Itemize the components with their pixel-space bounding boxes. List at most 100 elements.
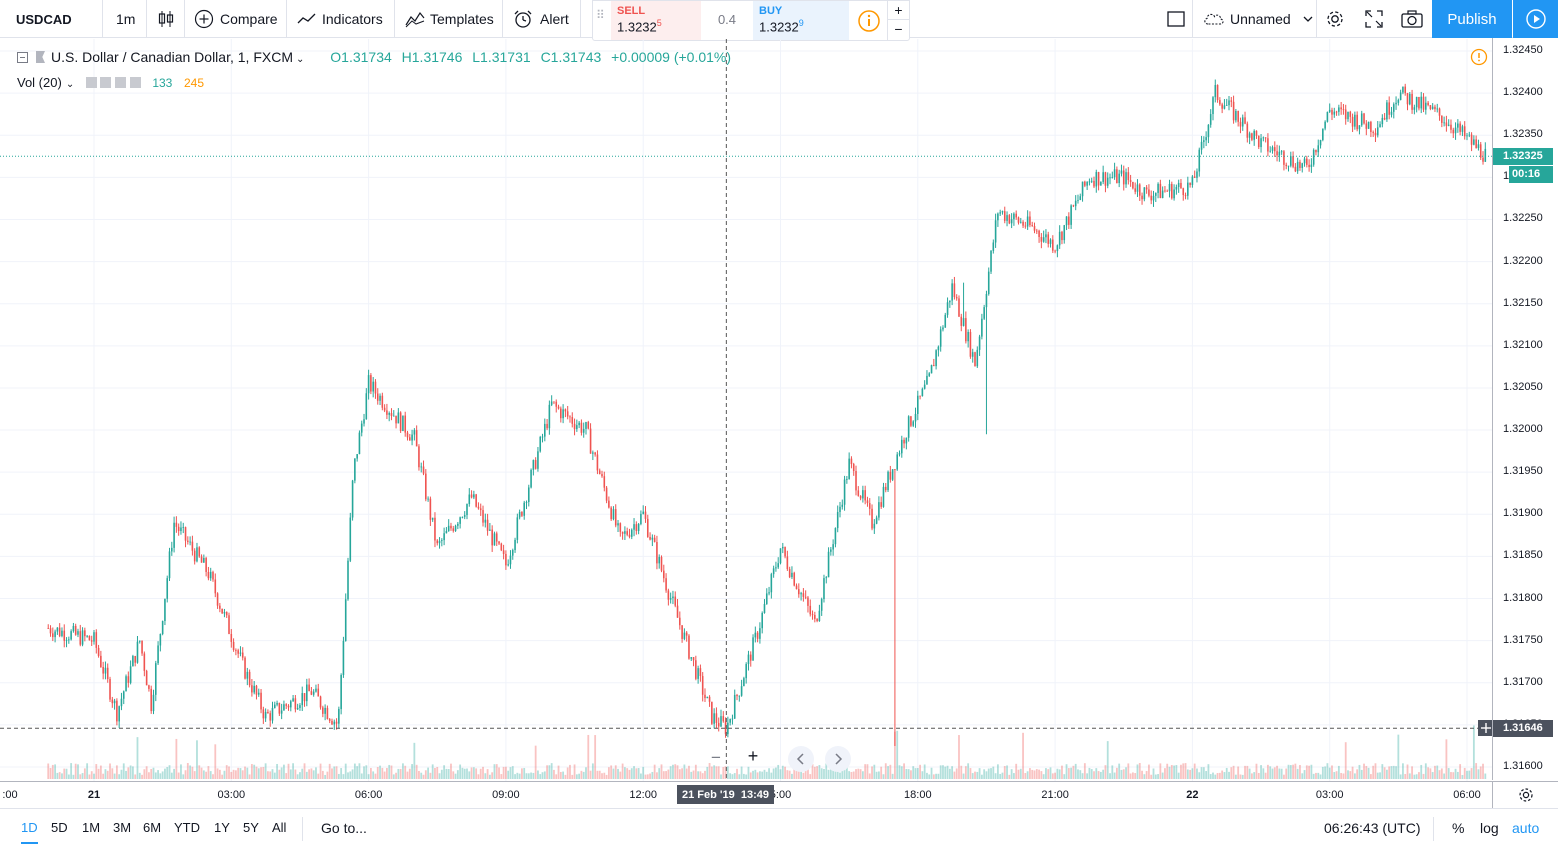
close-icon[interactable] [129, 77, 141, 88]
volume-bar [1447, 768, 1450, 779]
range-button-5y[interactable]: 5Y [243, 820, 259, 835]
buy-button[interactable]: BUY 1.32329 [753, 1, 849, 40]
price-chart[interactable] [0, 39, 1492, 781]
candle-body [466, 503, 468, 516]
volume-bar [250, 764, 253, 779]
candle-body [1184, 195, 1187, 196]
utc-clock[interactable]: 06:26:43 (UTC) [1324, 820, 1421, 836]
candle-body [1349, 111, 1352, 117]
candle-body [49, 628, 52, 634]
layout-menu[interactable]: Unnamed [1202, 0, 1315, 38]
price-axis[interactable]: 1.324501.324001.323501.323001.322501.322… [1492, 38, 1558, 780]
candle-body [1338, 107, 1340, 112]
chart-style-button[interactable] [156, 0, 176, 38]
time-axis[interactable]: :00 21 03:00 06:00 09:00 12:00 5:00 18:00 21:00 2… [0, 781, 1492, 808]
auto-scale-button[interactable]: auto [1512, 820, 1540, 836]
candle-body [1479, 144, 1482, 158]
price-tick-label: 1.31750 [1503, 633, 1543, 646]
range-button-6m[interactable]: 6M [143, 820, 162, 835]
flag-icon[interactable] [36, 51, 45, 63]
indicators-button[interactable]: Indicators [296, 0, 383, 38]
publish-button[interactable]: Publish [1432, 0, 1512, 38]
range-button-ytd[interactable]: YTD [174, 820, 200, 835]
candle-body [953, 283, 956, 298]
range-button-1y[interactable]: 1Y [214, 820, 230, 835]
volume-bar [534, 745, 537, 779]
volume-bar [145, 766, 148, 779]
settings-button[interactable] [1324, 0, 1346, 38]
candle-body [1127, 172, 1130, 181]
sell-button[interactable]: SELL 1.32325 [611, 1, 701, 40]
range-button-5d[interactable]: 5D [51, 820, 68, 835]
volume-bar [475, 768, 478, 779]
candle-body [985, 293, 988, 308]
candle-body [603, 476, 606, 488]
volume-bar [301, 768, 304, 779]
fullscreen-box-button[interactable] [1166, 0, 1186, 38]
volume-bar [811, 764, 814, 779]
fullscreen-button[interactable] [1364, 0, 1384, 38]
volume-bar [1470, 768, 1473, 779]
volume-bar [287, 763, 290, 779]
data-warning-button[interactable] [1470, 48, 1488, 71]
volume-bar [1077, 769, 1079, 779]
interval-button[interactable]: 1m [116, 11, 136, 27]
scroll-right-button[interactable] [825, 746, 851, 772]
percent-scale-button[interactable]: % [1452, 820, 1465, 836]
high-value: H1.31746 [401, 49, 463, 65]
range-button-1m[interactable]: 1M [82, 820, 101, 835]
candle-body [1246, 123, 1249, 138]
volume-bar [896, 730, 899, 779]
candle-body [1324, 121, 1326, 129]
volume-bar [990, 768, 992, 779]
increase-button[interactable]: + [888, 1, 909, 20]
candle-body [161, 621, 164, 634]
scroll-left-button[interactable] [788, 746, 814, 772]
zoom-out-button[interactable]: − [711, 748, 721, 767]
add-alert-crosshair-button[interactable] [1478, 720, 1494, 736]
volume-bar [502, 766, 505, 779]
volume-bar [715, 766, 718, 779]
range-button-3m[interactable]: 3M [113, 820, 132, 835]
templates-button[interactable]: Templates [404, 0, 494, 38]
axis-settings-button[interactable] [1492, 781, 1558, 808]
range-button-all[interactable]: All [272, 820, 287, 835]
volume-bar [1340, 772, 1343, 779]
volume-bar [1120, 769, 1123, 779]
decrease-button[interactable]: − [894, 21, 903, 37]
symbol-title[interactable]: U.S. Dollar / Canadian Dollar, 1, FXCM [51, 49, 293, 65]
range-button-1d[interactable]: 1D [21, 820, 38, 844]
volume-bar [1326, 763, 1329, 779]
volume-bar [1264, 772, 1267, 779]
log-scale-button[interactable]: log [1480, 820, 1499, 836]
chevron-down-icon[interactable]: ⌄ [65, 79, 75, 90]
info-button[interactable] [857, 9, 881, 38]
candle-body [1299, 161, 1301, 168]
replay-button[interactable] [1513, 0, 1558, 38]
volume-bar [516, 772, 519, 779]
collapse-icon[interactable] [17, 52, 28, 63]
candle-body [598, 470, 601, 475]
zoom-in-button[interactable]: + [747, 746, 759, 766]
candle-body [1088, 181, 1091, 183]
volume-bar [848, 771, 851, 779]
drag-handle[interactable]: ⠿ [596, 8, 605, 22]
symbol-search[interactable]: USDCAD [16, 11, 72, 27]
chevron-down-icon[interactable]: ⌄ [295, 54, 305, 65]
volume-study-title[interactable]: Vol (20) [17, 75, 62, 90]
volume-bar [1061, 765, 1063, 779]
alert-button[interactable]: Alert [512, 0, 569, 38]
plus-icon[interactable] [115, 77, 127, 88]
time-tick-label: 12:00 [629, 789, 657, 801]
volume-bar [360, 773, 363, 779]
candle-body [303, 693, 306, 702]
volume-bar [850, 771, 853, 779]
compare-button[interactable]: Compare [194, 0, 278, 38]
eye-icon[interactable] [85, 77, 97, 88]
volume-bar [1104, 765, 1107, 779]
goto-date-button[interactable]: Go to... [321, 820, 367, 836]
snapshot-button[interactable] [1400, 0, 1424, 38]
volume-bar [946, 765, 949, 779]
candle-body [193, 550, 196, 562]
settings-icon[interactable] [100, 77, 112, 88]
